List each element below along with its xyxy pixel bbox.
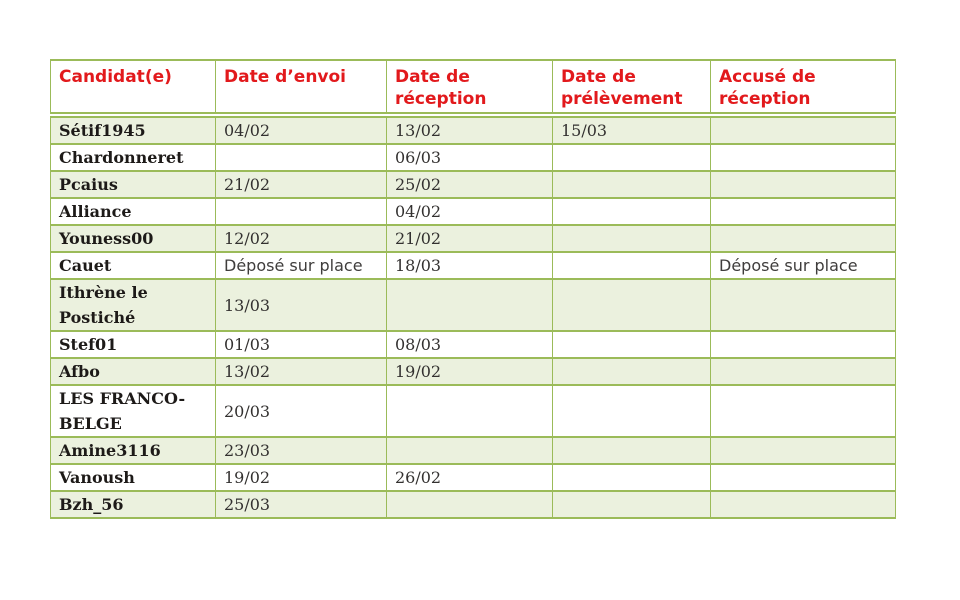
candidate-name-cell: Bzh_56 [50, 490, 216, 519]
date-cell: 21/02 [386, 224, 553, 253]
date-cell [386, 278, 553, 332]
date-cell: 19/02 [215, 463, 387, 492]
candidate-name-cell: Sétif1945 [50, 114, 216, 145]
date-cell: 15/03 [552, 114, 711, 145]
candidate-name-cell: Vanoush [50, 463, 216, 492]
table-body: Sétif1945 04/02 13/02 15/03 Chardonneret 06/0… [50, 114, 896, 519]
candidate-name-cell: Pcaius [50, 170, 216, 199]
date-cell [552, 463, 711, 492]
column-header-3: Date de prélèvement [552, 59, 711, 118]
date-cell [386, 490, 553, 519]
date-cell: 25/03 [215, 490, 387, 519]
date-cell [710, 463, 896, 492]
date-cell [710, 436, 896, 465]
candidate-name-cell: Afbo [50, 357, 216, 386]
date-cell: 25/02 [386, 170, 553, 199]
date-cell: 18/03 [386, 251, 553, 280]
table-row: Youness00 12/02 21/02 [50, 224, 896, 253]
date-cell: 19/02 [386, 357, 553, 386]
date-cell [710, 197, 896, 226]
table-row: Bzh_56 25/03 [50, 490, 896, 519]
date-cell [552, 143, 711, 172]
date-cell [552, 278, 711, 332]
date-cell: 13/02 [386, 114, 553, 145]
table-row: Chardonneret 06/03 [50, 143, 896, 172]
column-header-1: Date d’envoi [215, 59, 387, 118]
date-cell [552, 490, 711, 519]
table-row: Vanoush 19/02 26/02 [50, 463, 896, 492]
candidate-name-cell: Youness00 [50, 224, 216, 253]
date-cell [552, 436, 711, 465]
date-cell: 23/03 [215, 436, 387, 465]
date-cell: 06/03 [386, 143, 553, 172]
table-row: Pcaius 21/02 25/02 [50, 170, 896, 199]
table-row: Amine3116 23/03 [50, 436, 896, 465]
table-row: Alliance 04/02 [50, 197, 896, 226]
candidate-name-cell: Amine3116 [50, 436, 216, 465]
table-row: Sétif1945 04/02 13/02 15/03 [50, 114, 896, 145]
candidate-name-cell: Alliance [50, 197, 216, 226]
date-cell [215, 143, 387, 172]
table-row: Stef01 01/03 08/03 [50, 330, 896, 359]
date-cell: 08/03 [386, 330, 553, 359]
header-row: Candidat(e) Date d’envoi Date de réception… [50, 59, 896, 118]
candidate-name-cell: Chardonneret [50, 143, 216, 172]
column-header-2: Date de réception [386, 59, 553, 118]
date-cell [552, 170, 711, 199]
date-cell: 04/02 [215, 114, 387, 145]
date-cell [552, 251, 711, 280]
date-cell [710, 278, 896, 332]
date-cell [552, 357, 711, 386]
date-cell [710, 224, 896, 253]
table-row: Ithrène le Postiché 13/03 [50, 278, 896, 332]
date-cell [710, 143, 896, 172]
date-cell [386, 436, 553, 465]
column-header-4: Accusé de réception [710, 59, 896, 118]
date-cell [386, 384, 553, 438]
date-cell [552, 197, 711, 226]
note-cell: Déposé sur place [215, 251, 387, 280]
date-cell: 12/02 [215, 224, 387, 253]
date-cell [710, 170, 896, 199]
date-cell: 26/02 [386, 463, 553, 492]
date-cell [552, 224, 711, 253]
candidate-name-cell: LES FRANCO-BELGE [50, 384, 216, 438]
note-cell: Déposé sur place [710, 251, 896, 280]
date-cell [710, 330, 896, 359]
date-cell [552, 384, 711, 438]
candidate-name-cell: Stef01 [50, 330, 216, 359]
table-row: LES FRANCO-BELGE 20/03 [50, 384, 896, 438]
date-cell: 20/03 [215, 384, 387, 438]
candidate-name-cell: Ithrène le Postiché [50, 278, 216, 332]
date-cell [710, 114, 896, 145]
date-cell [215, 197, 387, 226]
candidates-table: Candidat(e) Date d’envoi Date de réception… [50, 59, 896, 519]
candidate-name-cell: Cauet [50, 251, 216, 280]
table-row: Cauet Déposé sur place 18/03 Déposé sur pla… [50, 251, 896, 280]
date-cell [710, 357, 896, 386]
date-cell: 13/03 [215, 278, 387, 332]
date-cell [710, 384, 896, 438]
column-header-0: Candidat(e) [50, 59, 216, 118]
date-cell [710, 490, 896, 519]
date-cell: 04/02 [386, 197, 553, 226]
date-cell [552, 330, 711, 359]
date-cell: 21/02 [215, 170, 387, 199]
date-cell: 01/03 [215, 330, 387, 359]
table-row: Afbo 13/02 19/02 [50, 357, 896, 386]
date-cell: 13/02 [215, 357, 387, 386]
